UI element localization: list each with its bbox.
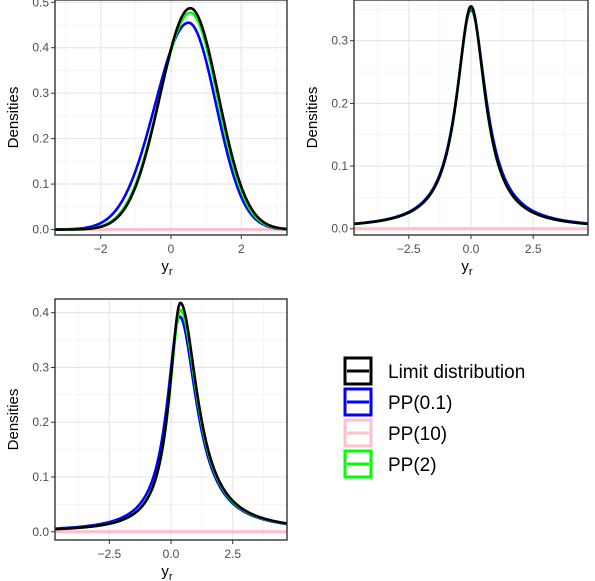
y-tick-label: 0.2 [32,132,49,146]
panel-top-left: −2 0 2 0.0 0.1 0.2 0.3 0.4 0.5 Densities yr [5,0,288,278]
x-tick-label: 2.5 [224,547,241,561]
y-tick-label: 0.0 [331,222,348,236]
y-tick-label: 0.3 [331,34,348,48]
legend-label-3: PP(2) [388,455,437,476]
y-tick-label: 0.0 [32,223,49,237]
x-axis-label: yr [461,258,473,278]
x-tick-label: 0.0 [463,242,480,256]
x-tick-label: 0.0 [163,547,180,561]
legend-item-3: PP(2) [343,449,437,479]
x-tick-label: 2.5 [525,242,542,256]
y-tick-label: 0.2 [331,96,348,110]
y-axis-label: Densities [5,389,22,451]
series-line-limit-distribution [54,6,288,231]
x-tick-label: −2 [94,242,108,256]
x-axis-label: yr [161,563,173,581]
legend-label-0: Limit distribution [388,362,525,383]
x-axis-label: yr [161,258,173,278]
legend-item-0: Limit distribution [343,356,525,386]
y-tick-label: 0.4 [32,306,49,320]
legend-key-0 [343,356,373,386]
y-tick-label: 0.5 [32,0,49,9]
x-tick-label: 0 [168,242,175,256]
y-tick-label: 0.1 [32,470,49,484]
y-tick-label: 0.3 [32,86,49,100]
legend-key-2 [343,418,373,448]
y-axis-label: Densities [5,87,22,149]
legend-label-1: PP(0.1) [388,393,452,414]
panel-top-right: −2.5 0.0 2.5 0.0 0.1 0.2 0.3 Densities yr [304,0,589,278]
x-tick-label: −2.5 [97,547,121,561]
y-tick-label: 0.2 [32,415,49,429]
legend-item-2: PP(10) [343,418,447,448]
x-tick-label: −2.5 [397,242,421,256]
y-tick-label: 0.1 [331,159,348,173]
legend: Limit distribution PP(0.1) PP(10) PP(2) [343,356,525,479]
y-tick-label: 0.4 [32,41,49,55]
legend-key-3 [343,449,373,479]
panel-bottom-left: −2.5 0.0 2.5 0.0 0.1 0.2 0.3 0.4 Densities yr [5,298,288,581]
x-tick-label: 2 [238,242,245,256]
y-tick-label: 0.3 [32,360,49,374]
legend-label-2: PP(10) [388,424,447,445]
series-line-limit-distribution [353,4,589,226]
legend-key-1 [343,387,373,417]
y-axis-label: Densities [304,87,321,149]
y-tick-label: 0.1 [32,177,49,191]
series-line-limit-distribution [54,301,288,531]
legend-item-1: PP(0.1) [343,387,452,417]
y-tick-label: 0.0 [32,525,49,539]
